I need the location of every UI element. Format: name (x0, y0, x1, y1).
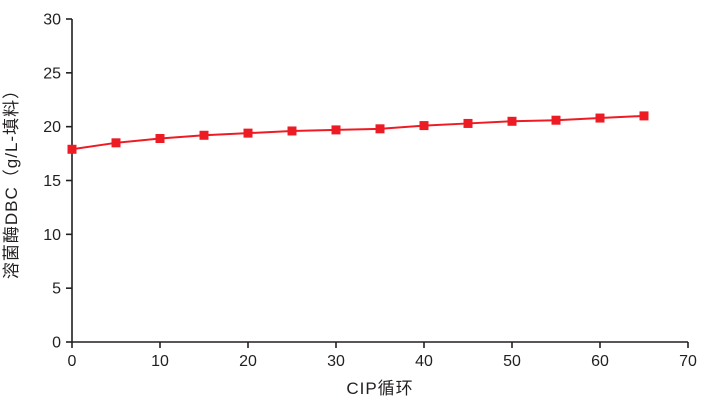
x-tick-label: 20 (239, 353, 257, 370)
data-point-marker (595, 113, 605, 123)
tick-labels-layer: 0 5 10 15 20 25 30 0 10 20 30 40 50 60 70 (43, 12, 697, 371)
x-tick-label: 30 (327, 353, 345, 370)
axis-spine (71, 19, 688, 343)
data-point-marker (331, 125, 341, 135)
data-point-marker (287, 126, 297, 136)
y-tick-label: 5 (52, 281, 61, 298)
data-point-marker (111, 138, 121, 148)
data-point-marker (243, 128, 253, 138)
y-tick-label: 25 (43, 65, 61, 82)
x-tick-label: 0 (68, 353, 77, 370)
data-point-marker (551, 115, 561, 125)
series-line (71, 114, 645, 151)
x-axis-title: CIP循环 (346, 379, 413, 398)
x-tick-label: 40 (415, 353, 433, 370)
data-point-marker (419, 121, 429, 131)
data-point-marker (463, 118, 473, 128)
y-axis-title: 溶菌酶DBC（g/L-填料） (2, 81, 21, 279)
data-point-marker (375, 124, 385, 134)
y-tick-label: 20 (43, 119, 61, 136)
axes-layer (71, 19, 688, 343)
x-tick-label: 50 (503, 353, 521, 370)
x-tick-label: 10 (151, 353, 169, 370)
y-tick-label: 15 (43, 173, 61, 190)
y-tick-label: 0 (52, 335, 61, 352)
data-point-marker (639, 111, 649, 121)
data-point-marker (199, 130, 209, 140)
y-tick-label: 10 (43, 227, 61, 244)
ticks-layer (66, 18, 689, 348)
series-layer (67, 111, 649, 154)
x-tick-label: 70 (679, 353, 697, 370)
data-point-marker (507, 116, 517, 126)
y-tick-label: 30 (43, 12, 61, 29)
x-tick-label: 60 (591, 353, 609, 370)
data-point-marker (67, 144, 77, 154)
data-point-marker (155, 134, 165, 144)
